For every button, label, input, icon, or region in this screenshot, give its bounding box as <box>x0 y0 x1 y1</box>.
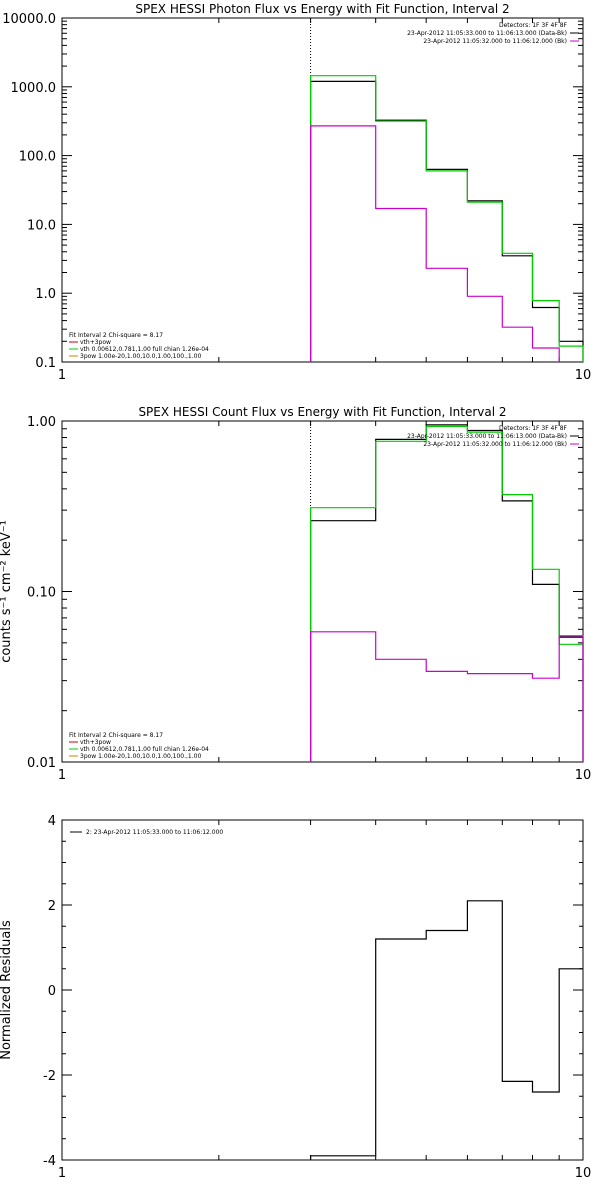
y-tick-label: 1.0 <box>35 287 56 302</box>
y-tick-label: 0.10 <box>27 586 56 601</box>
chart-title: SPEX HESSI Count Flux vs Energy with Fit… <box>138 405 506 419</box>
x-tick-label: 10 <box>575 1166 592 1181</box>
legend-entry: 2: 23-Apr-2012 11:05:33.000 to 11:06:12.… <box>86 829 223 836</box>
legend-entry: Fit Interval 2 Chi-square = 8.17 <box>69 332 163 339</box>
legend-entry: 23-Apr-2012 11:05:32.000 to 11:06:12.000… <box>423 38 567 45</box>
series-1-line <box>310 425 584 762</box>
y-tick-label: 1000.0 <box>11 81 57 96</box>
series-0-line <box>310 424 584 762</box>
legend-entry: 23-Apr-2012 11:05:33.000 to 11:06:13.000… <box>407 433 567 440</box>
legend-entry: vth+3pow <box>80 339 111 346</box>
legend-entry: vth 0.00612,0.781,1.00 full chian 1.26e-… <box>80 346 209 353</box>
plot-frame <box>61 420 584 763</box>
legend-entry: Detectors: 1F 3F 4F 8F <box>499 22 568 29</box>
y-axis-label: counts s⁻¹ cm⁻² keV⁻¹ <box>0 520 14 663</box>
legend-entry: 3pow 1.00e-20,1.00,10.0,1.00,100.,1.00 <box>80 753 201 760</box>
panel-count: SPEX HESSI Count Flux vs Energy with Fit… <box>0 405 591 783</box>
legend-entry: vth 0.00612,0.781,1.00 full chian 1.26e-… <box>80 746 209 753</box>
y-tick-label: 10000.0 <box>2 12 56 27</box>
series-2-line <box>310 631 584 762</box>
y-tick-label: 100.0 <box>19 150 56 165</box>
x-tick-label: 1 <box>58 368 66 383</box>
plot-frame <box>61 819 584 1161</box>
legend-entry: Detectors: 1F 3F 4F 8F <box>499 425 568 432</box>
y-tick-label: 0.01 <box>27 756 56 771</box>
legend-entry: Fit Interval 2 Chi-square = 8.17 <box>69 732 163 739</box>
series-0-line <box>310 80 584 362</box>
legend-entry: 23-Apr-2012 11:05:32.000 to 11:06:12.000… <box>423 441 567 448</box>
x-tick-label: 1 <box>58 1166 66 1181</box>
series-0-line <box>310 900 583 1160</box>
y-tick-label: -2 <box>43 1069 56 1084</box>
x-tick-label: 1 <box>58 768 66 783</box>
y-tick-label: 0.1 <box>35 356 56 371</box>
y-tick-label: 10.0 <box>27 218 56 233</box>
x-tick-label: 10 <box>575 768 592 783</box>
legend-entry: 3pow 1.00e-20,1.00,10.0,1.00,100.,1.00 <box>80 353 201 360</box>
panel-photon: SPEX HESSI Photon Flux vs Energy with Fi… <box>2 2 591 383</box>
chart-title: SPEX HESSI Photon Flux vs Energy with Fi… <box>135 2 509 16</box>
y-tick-label: 0 <box>48 984 56 999</box>
series-1-line <box>310 75 584 362</box>
y-axis-label: Normalized Residuals <box>0 920 14 1060</box>
legend-entry: vth+3pow <box>80 739 111 746</box>
y-tick-label: 2 <box>48 899 56 914</box>
y-tick-label: 4 <box>48 814 56 829</box>
series-2-line <box>310 125 560 362</box>
x-tick-label: 10 <box>575 368 592 383</box>
panel-residuals: Normalized Residuals 1 10 -4 -2 0 2 4 2: 23-Apr-… <box>0 814 591 1181</box>
legend-entry: 23-Apr-2012 11:05:33.000 to 11:06:13.000… <box>407 30 567 37</box>
y-tick-label: -4 <box>43 1154 56 1169</box>
plot-frame <box>61 17 584 363</box>
y-tick-label: 1.00 <box>27 415 56 430</box>
